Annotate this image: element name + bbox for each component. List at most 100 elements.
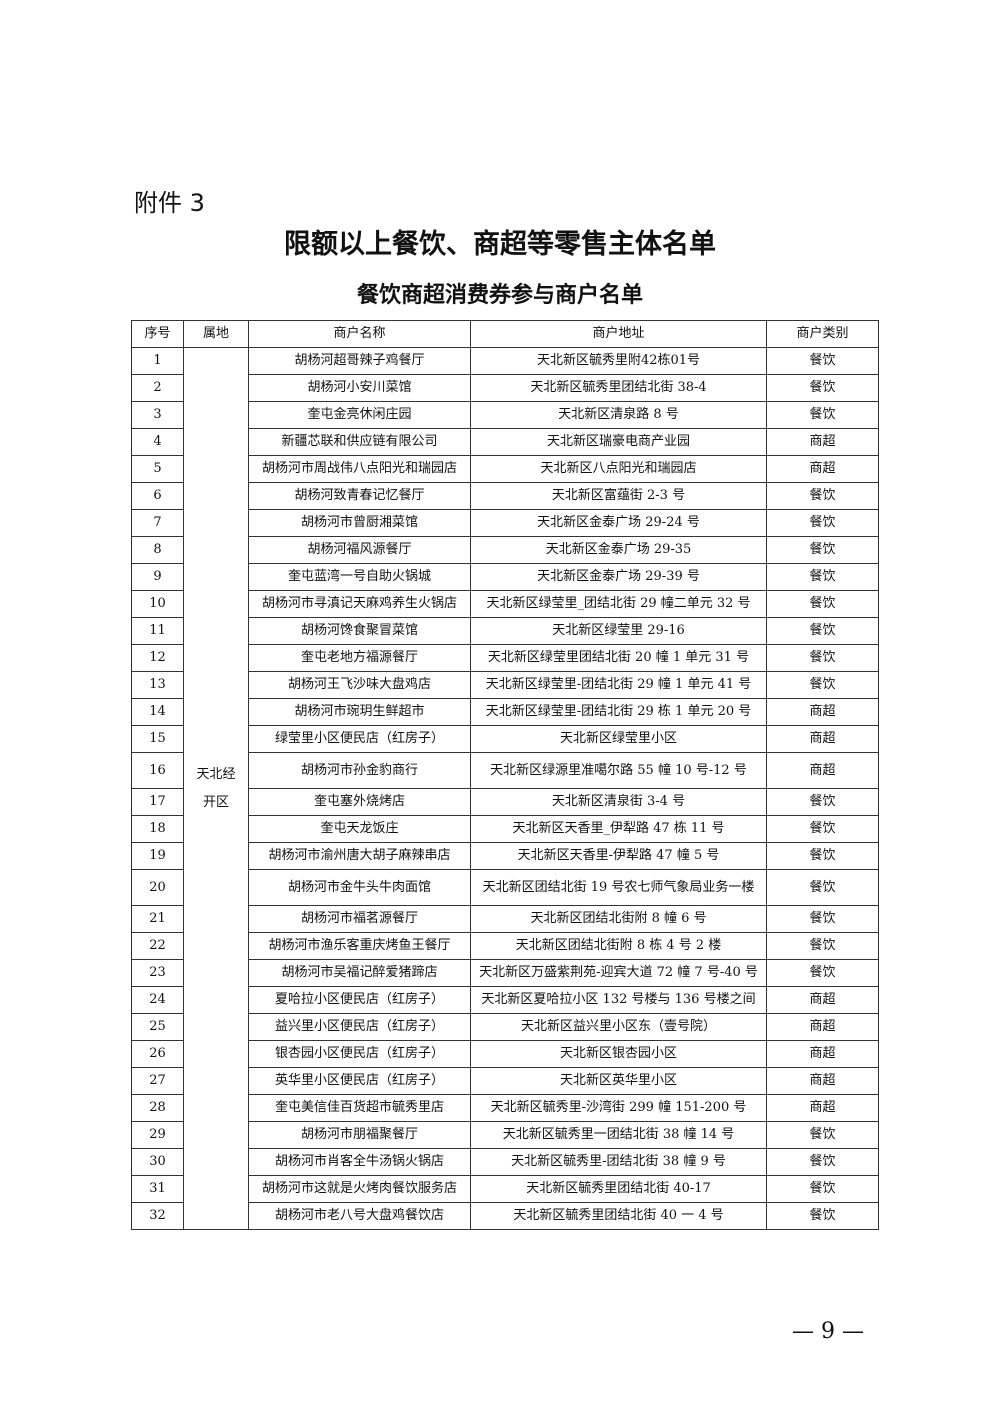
cell-index: 29	[131, 1121, 184, 1149]
cell-name: 益兴里小区便民店（红房子）	[248, 1013, 471, 1041]
cell-index: 24	[131, 986, 184, 1014]
table-row: 32 胡杨河市老八号大盘鸡餐饮店 天北新区毓秀里团结北街 40 一 4 号餐饮	[131, 1202, 879, 1230]
cell-category: 商超	[766, 725, 879, 753]
table-header-row: 序号 属地 商户名称 商户地址 商户类别	[131, 320, 879, 348]
cell-category: 餐饮	[766, 1148, 879, 1176]
table-row: 9 奎屯蓝湾一号自助火锅城 天北新区金泰广场 29-39 号餐饮	[131, 563, 879, 591]
cell-address: 天北新区益兴里小区东（壹号院）	[470, 1013, 767, 1041]
cell-category: 餐饮	[766, 815, 879, 843]
cell-category: 餐饮	[766, 374, 879, 402]
cell-index: 17	[131, 788, 184, 816]
cell-index: 16	[131, 752, 184, 789]
document-subtitle: 餐饮商超消费券参与商户名单	[356, 282, 643, 308]
cell-category: 餐饮	[766, 905, 879, 933]
cell-name: 胡杨河市老八号大盘鸡餐饮店	[248, 1202, 471, 1230]
cell-name: 奎屯金亮休闲庄园	[248, 401, 471, 429]
cell-address: 天北新区英华里小区	[470, 1067, 767, 1095]
cell-category: 餐饮	[766, 788, 879, 816]
cell-index: 13	[131, 671, 184, 699]
cell-name: 胡杨河超哥辣子鸡餐厅	[248, 347, 471, 375]
table-row: 13 胡杨河王飞沙味大盘鸡店 天北新区绿莹里-团结北街 29 幢 1 单元 41 号…	[131, 671, 879, 699]
cell-name: 奎屯蓝湾一号自助火锅城	[248, 563, 471, 591]
page-number: — 9 —	[792, 1319, 864, 1344]
table-row: 25 益兴里小区便民店（红房子） 天北新区益兴里小区东（壹号院） 商超	[131, 1013, 879, 1041]
cell-category: 商超	[766, 698, 879, 726]
cell-name: 胡杨河福风源餐厅	[248, 536, 471, 564]
cell-address: 天北新区绿源里准噶尔路 55 幢 10 号-12 号	[470, 752, 767, 789]
table-row: 31 胡杨河市这就是火烤肉餐饮服务店 天北新区毓秀里团结北街 40-17 餐饮	[131, 1175, 879, 1203]
cell-index: 20	[131, 869, 184, 906]
cell-index: 25	[131, 1013, 184, 1041]
cell-name: 奎屯美信佳百货超市毓秀里店	[248, 1094, 471, 1122]
cell-name: 奎屯天龙饭庄	[248, 815, 471, 843]
cell-category: 商超	[766, 986, 879, 1014]
cell-category: 餐饮	[766, 590, 879, 618]
cell-name: 胡杨河市金牛头牛肉面馆	[248, 869, 471, 906]
table-row: 20 胡杨河市金牛头牛肉面馆 天北新区团结北街 19 号农七师气象局业务一楼 餐饮	[131, 869, 879, 906]
cell-index: 28	[131, 1094, 184, 1122]
table-row: 15 绿莹里小区便民店（红房子） 天北新区绿莹里小区 商超	[131, 725, 879, 753]
cell-address: 天北新区瑞豪电商产业园	[470, 428, 767, 456]
cell-index: 23	[131, 959, 184, 987]
cell-address: 天北新区清泉街 3-4 号	[470, 788, 767, 816]
cell-address: 天北新区团结北街附 8 幢 6 号	[470, 905, 767, 933]
table-row: 29 胡杨河市朋福聚餐厅 天北新区毓秀里一团结北街 38 幢 14 号餐饮	[131, 1121, 879, 1149]
cell-name: 奎屯老地方福源餐厅	[248, 644, 471, 672]
header-index: 序号	[131, 320, 184, 348]
table-row: 5 胡杨河市周战伟八点阳光和瑞园店 天北新区八点阳光和瑞园店 商超	[131, 455, 879, 483]
cell-category: 餐饮	[766, 617, 879, 645]
cell-index: 19	[131, 842, 184, 870]
attachment-label: 附件 3	[134, 189, 205, 217]
cell-index: 12	[131, 644, 184, 672]
cell-category: 餐饮	[766, 1121, 879, 1149]
document-title: 限额以上餐饮、商超等零售主体名单	[284, 229, 716, 260]
table-row: 10 胡杨河市寻滇记天麻鸡养生火锅店 天北新区绿莹里_团结北街 29 幢二单元 32…	[131, 590, 879, 618]
cell-index: 1	[131, 347, 184, 375]
cell-name: 胡杨河市寻滇记天麻鸡养生火锅店	[248, 590, 471, 618]
table-row: 3 奎屯金亮休闲庄园 天北新区清泉路 8 号餐饮	[131, 401, 879, 429]
cell-index: 30	[131, 1148, 184, 1176]
table-row: 1 天北经开区 胡杨河超哥辣子鸡餐厅 天北新区毓秀里附42栋01号 餐饮	[131, 347, 879, 1230]
cell-address: 天北新区团结北街附 8 栋 4 号 2 楼	[470, 932, 767, 960]
cell-index: 11	[131, 617, 184, 645]
cell-index: 5	[131, 455, 184, 483]
cell-name: 银杏园小区便民店（红房子）	[248, 1040, 471, 1068]
cell-address: 天北新区毓秀里-团结北街 38 幢 9 号	[470, 1148, 767, 1176]
cell-address: 天北新区绿莹里团结北街 20 幢 1 单元 31 号	[470, 644, 767, 672]
cell-name: 胡杨河市福茗源餐厅	[248, 905, 471, 933]
cell-name: 胡杨河市肖客全牛汤锅火锅店	[248, 1148, 471, 1176]
cell-name: 胡杨河市孙金豹商行	[248, 752, 471, 789]
table-row: 6 胡杨河致青春记忆餐厅 天北新区富蕴街 2-3 号餐饮	[131, 482, 879, 510]
table-row: 28 奎屯美信佳百货超市毓秀里店 天北新区毓秀里-沙湾街 299 幢 151-200…	[131, 1094, 879, 1122]
cell-name: 夏哈拉小区便民店（红房子）	[248, 986, 471, 1014]
cell-index: 15	[131, 725, 184, 753]
cell-address: 天北新区毓秀里团结北街 40 一 4 号	[470, 1202, 767, 1230]
cell-address: 天北新区毓秀里附42栋01号	[470, 347, 767, 375]
cell-category: 商超	[766, 1067, 879, 1095]
cell-address: 天北新区毓秀里团结北街 38-4	[470, 374, 767, 402]
cell-category: 餐饮	[766, 932, 879, 960]
cell-address: 天北新区绿莹里-团结北街 29 幢 1 单元 41 号	[470, 671, 767, 699]
cell-name: 胡杨河市这就是火烤肉餐饮服务店	[248, 1175, 471, 1203]
cell-category: 餐饮	[766, 1202, 879, 1230]
table-row: 18 奎屯天龙饭庄 天北新区天香里_伊犁路 47 栋 11 号餐饮	[131, 815, 879, 843]
cell-index: 4	[131, 428, 184, 456]
cell-name: 胡杨河市渝州唐大胡子麻辣串店	[248, 842, 471, 870]
cell-address: 天北新区绿莹里-团结北街 29 栋 1 单元 20 号	[470, 698, 767, 726]
cell-category: 餐饮	[766, 482, 879, 510]
table-row: 8 胡杨河福风源餐厅 天北新区金泰广场 29-35 餐饮	[131, 536, 879, 564]
header-address: 商户地址	[470, 320, 767, 348]
cell-address: 天北新区清泉路 8 号	[470, 401, 767, 429]
merchant-table: 序号 属地 商户名称 商户地址 商户类别 1 天北经开区 胡杨河超哥辣子鸡餐厅 天北新…	[131, 320, 879, 1230]
cell-name: 新疆芯联和供应链有限公司	[248, 428, 471, 456]
table-row: 22 胡杨河市渔乐客重庆烤鱼王餐厅 天北新区团结北街附 8 栋 4 号 2 楼餐饮	[131, 932, 879, 960]
cell-address: 天北新区天香里_伊犁路 47 栋 11 号	[470, 815, 767, 843]
cell-category: 商超	[766, 1040, 879, 1068]
cell-category: 餐饮	[766, 509, 879, 537]
cell-address: 天北新区绿莹里小区	[470, 725, 767, 753]
cell-category: 餐饮	[766, 959, 879, 987]
cell-category: 餐饮	[766, 1175, 879, 1203]
cell-category: 餐饮	[766, 842, 879, 870]
cell-index: 8	[131, 536, 184, 564]
